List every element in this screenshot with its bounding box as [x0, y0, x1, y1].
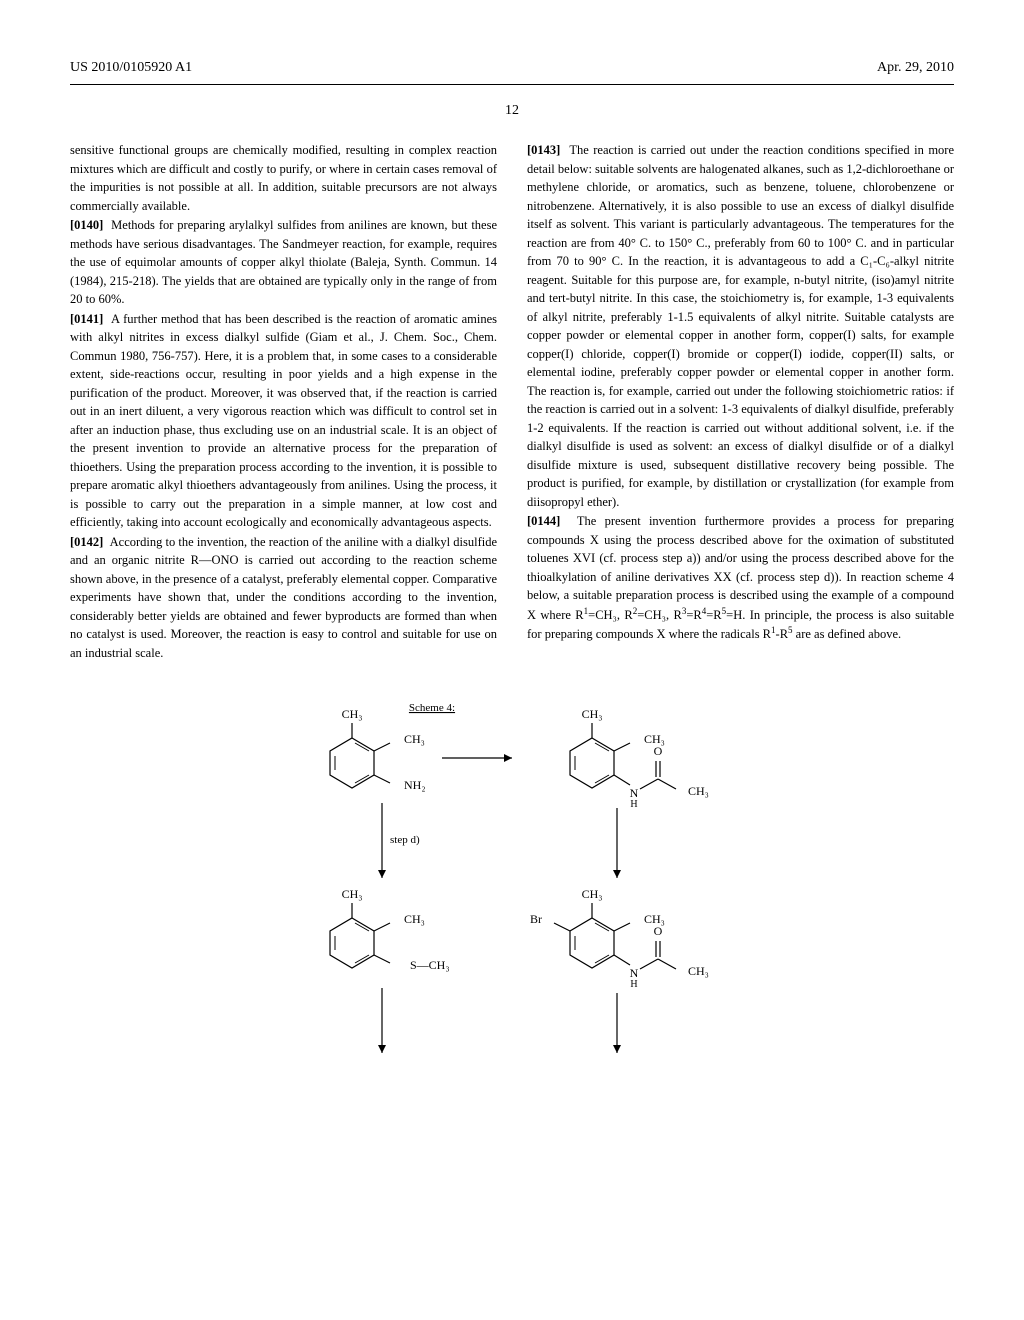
paragraph-0140: [0140] Methods for preparing arylalkyl s…	[70, 216, 497, 309]
paragraph-0144: [0144] The present invention furthermore…	[527, 512, 954, 644]
svg-text:CH₃: CH₃	[582, 707, 603, 721]
molecule-4: CH₃ CH₃ Br N H O CH₃	[530, 887, 709, 990]
para-0144-text-a: The present invention furthermore provid…	[527, 514, 954, 622]
svg-text:O: O	[654, 744, 663, 758]
svg-text:CH₃: CH₃	[342, 887, 363, 901]
continuation-text: sensitive functional groups are chemical…	[70, 141, 497, 215]
para-num-0143: [0143]	[527, 143, 560, 157]
para-0144-text-c: =CH₃, R	[637, 608, 682, 622]
scheme-label: Scheme 4:	[409, 702, 455, 714]
molecule-3: CH₃ CH₃ S—CH₃	[330, 887, 450, 972]
svg-text:H: H	[630, 979, 637, 990]
para-0142-text: According to the invention, the reaction…	[70, 535, 497, 660]
svg-text:NH₂: NH₂	[404, 778, 426, 792]
para-num-0142: [0142]	[70, 535, 103, 549]
paragraph-0143: [0143] The reaction is carried out under…	[527, 141, 954, 511]
svg-text:O: O	[654, 924, 663, 938]
svg-text:S—CH₃: S—CH₃	[410, 958, 450, 972]
svg-text:N: N	[630, 786, 639, 800]
scheme-4-diagram: Scheme 4: CH₃ CH₃ NH₂	[232, 693, 792, 1153]
molecule-1: CH₃ CH₃ NH₂	[330, 707, 426, 792]
scheme-4: Scheme 4: CH₃ CH₃ NH₂	[70, 693, 954, 1153]
svg-text:CH₃: CH₃	[404, 912, 425, 926]
step-d-label: step d)	[390, 834, 420, 846]
para-0144-text-h: are as defined above.	[793, 627, 902, 641]
molecule-2: CH₃ CH₃ N H O CH₃	[570, 707, 709, 810]
para-0144-text-g: -R	[776, 627, 789, 641]
svg-text:CH₃: CH₃	[342, 707, 363, 721]
svg-text:Br: Br	[530, 912, 542, 926]
svg-text:CH₃: CH₃	[688, 964, 709, 978]
para-0140-text: Methods for preparing arylalkyl sulfides…	[70, 218, 497, 306]
svg-text:H: H	[630, 799, 637, 810]
text-columns: sensitive functional groups are chemical…	[70, 141, 954, 663]
para-0144-text-b: =CH₃, R	[588, 608, 633, 622]
para-num-0140: [0140]	[70, 218, 103, 232]
para-0144-text-e: =R	[706, 608, 721, 622]
paragraph-0141: [0141] A further method that has been de…	[70, 310, 497, 532]
svg-text:N: N	[630, 966, 639, 980]
publication-date: Apr. 29, 2010	[877, 60, 954, 76]
svg-text:CH₃: CH₃	[688, 784, 709, 798]
svg-text:CH₃: CH₃	[582, 887, 603, 901]
right-column: [0143] The reaction is carried out under…	[527, 141, 954, 663]
para-num-0141: [0141]	[70, 312, 103, 326]
para-0141-text: A further method that has been described…	[70, 312, 497, 530]
page-number: 12	[70, 103, 954, 119]
left-column: sensitive functional groups are chemical…	[70, 141, 497, 663]
para-num-0144: [0144]	[527, 514, 560, 528]
svg-text:CH₃: CH₃	[404, 732, 425, 746]
paragraph-0142: [0142] According to the invention, the r…	[70, 533, 497, 663]
para-0144-text-d: =R	[686, 608, 701, 622]
para-0143-text: The reaction is carried out under the re…	[527, 143, 954, 509]
header-divider	[70, 84, 954, 85]
patent-number: US 2010/0105920 A1	[70, 60, 192, 76]
